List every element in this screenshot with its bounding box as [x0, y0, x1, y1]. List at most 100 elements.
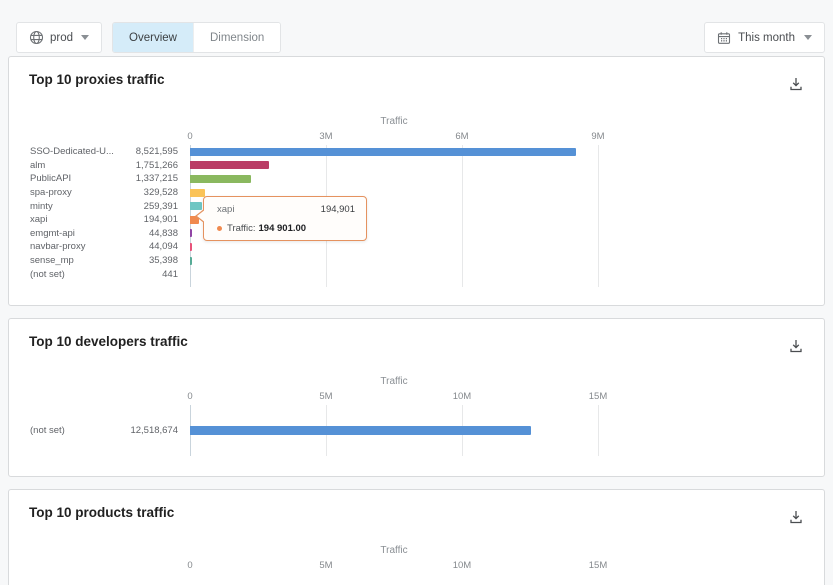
row-value: 329,528	[143, 187, 178, 199]
bar-track	[190, 229, 598, 238]
chart-row: (not set) 12,518,674	[9, 418, 824, 443]
bar[interactable]	[190, 174, 251, 183]
row-label: xapi	[30, 214, 48, 226]
axis-tick: 3M	[319, 131, 333, 142]
axis-tick: 6M	[455, 131, 469, 142]
bar-track	[190, 256, 598, 265]
row-value: 44,094	[148, 241, 178, 253]
globe-icon	[29, 30, 44, 45]
bar[interactable]	[190, 188, 205, 197]
tooltip-series-label: Traffic:	[227, 223, 256, 234]
axis-tick: 5M	[319, 391, 333, 402]
row-label: spa-proxy	[30, 187, 72, 199]
plot-area: (not set) 12,518,674	[9, 405, 824, 456]
row-label: PublicAPI	[30, 173, 72, 185]
bar[interactable]	[190, 147, 577, 156]
bar[interactable]	[190, 229, 193, 238]
axis-title: Traffic	[380, 376, 408, 387]
chart-row: spa-proxy 329,528	[9, 186, 824, 200]
axis-tick: 9M	[591, 131, 605, 142]
bar-track	[190, 242, 598, 251]
row-value: 1,751,266	[135, 159, 178, 171]
axis-tick: 5M	[319, 560, 333, 571]
bar-track	[190, 174, 598, 183]
axis-ticks: 0 5M 10M 15M	[187, 391, 607, 403]
download-icon[interactable]	[786, 507, 806, 527]
toolbar: prod Overview Dimension This month	[0, 0, 833, 53]
bar-track	[190, 147, 598, 156]
tooltip-category: xapi	[217, 204, 235, 215]
calendar-icon	[717, 31, 731, 45]
bar-track	[190, 215, 598, 224]
chart-row: SSO-Dedicated-U... 8,521,595	[9, 145, 824, 159]
tooltip-total: 194,901	[320, 204, 355, 215]
download-icon[interactable]	[786, 336, 806, 356]
bar-track	[190, 426, 598, 435]
tooltip-series-value: 194 901.00	[258, 223, 307, 234]
axis-tick: 0	[187, 560, 193, 571]
axis-ticks: 0 5M 10M 15M	[187, 560, 607, 572]
chart-row: alm 1,751,266	[9, 159, 824, 173]
date-range-label: This month	[738, 31, 795, 44]
axis-tick: 10M	[452, 560, 472, 571]
axis-tick: 0	[187, 131, 193, 142]
proxies-traffic-card: Top 10 proxies traffic Traffic 0 3M 6M 9M S…	[8, 56, 825, 306]
bar-track	[190, 202, 598, 211]
row-label: sense_mp	[30, 255, 74, 267]
chevron-down-icon	[804, 35, 812, 40]
axis-title: Traffic	[380, 116, 408, 127]
row-label: alm	[30, 159, 46, 171]
row-label: emgmt-api	[30, 227, 75, 239]
bar[interactable]	[190, 242, 192, 251]
bar[interactable]	[190, 202, 202, 211]
chart-row: (not set) 441	[9, 267, 824, 281]
row-value: 44,838	[148, 227, 178, 239]
developers-traffic-card: Top 10 developers traffic Traffic 0 5M 10M…	[8, 318, 825, 477]
bar[interactable]	[190, 215, 199, 224]
row-label: (not set)	[30, 425, 65, 436]
axis-tick: 15M	[588, 391, 608, 402]
chart-title: Top 10 products traffic	[29, 505, 175, 520]
download-icon[interactable]	[786, 74, 806, 94]
chevron-down-icon	[81, 35, 90, 40]
environment-label: prod	[50, 31, 74, 44]
row-value: 194,901	[143, 214, 178, 226]
chart-row: emgmt-api 44,838	[9, 227, 824, 241]
chart-title: Top 10 proxies traffic	[29, 72, 165, 87]
row-value: 8,521,595	[135, 146, 178, 158]
axis-tick: 0	[187, 391, 193, 402]
chart-row: xapi 194,901	[9, 213, 824, 227]
series-dot-icon	[217, 226, 222, 231]
row-label: minty	[30, 200, 53, 212]
tab-overview[interactable]: Overview	[113, 23, 193, 52]
chart-row: sense_mp 35,398	[9, 254, 824, 268]
row-label: navbar-proxy	[30, 241, 86, 253]
row-label: (not set)	[30, 268, 65, 280]
chart-title: Top 10 developers traffic	[29, 334, 188, 349]
row-value: 441	[162, 268, 178, 280]
environment-selector[interactable]: prod	[16, 22, 103, 53]
axis-tick: 15M	[588, 560, 608, 571]
bar-track	[190, 270, 598, 279]
axis-ticks: 0 3M 6M 9M	[187, 131, 604, 143]
products-traffic-card: Top 10 products traffic Traffic 0 5M 10M 15…	[8, 489, 825, 585]
row-value: 1,337,215	[135, 173, 178, 185]
chart-row: PublicAPI 1,337,215	[9, 172, 824, 186]
bar[interactable]	[190, 426, 531, 435]
view-tabs: Overview Dimension	[112, 22, 282, 53]
axis-tick: 10M	[452, 391, 472, 402]
bar[interactable]	[190, 256, 192, 265]
bar-track	[190, 161, 598, 170]
row-value: 259,391	[143, 200, 178, 212]
bar[interactable]	[190, 161, 270, 170]
bar-track	[190, 188, 598, 197]
chart-tooltip: xapi 194,901 Traffic: 194 901.00	[195, 196, 367, 241]
plot-area: SSO-Dedicated-U... 8,521,595 alm 1,751,2…	[9, 145, 824, 287]
tab-dimension[interactable]: Dimension	[192, 23, 281, 52]
row-value: 12,518,674	[130, 425, 178, 436]
row-label: SSO-Dedicated-U...	[30, 146, 114, 158]
chart-row: navbar-proxy 44,094	[9, 240, 824, 254]
chart-row: minty 259,391	[9, 199, 824, 213]
axis-title: Traffic	[380, 545, 408, 556]
date-range-selector[interactable]: This month	[704, 22, 825, 53]
